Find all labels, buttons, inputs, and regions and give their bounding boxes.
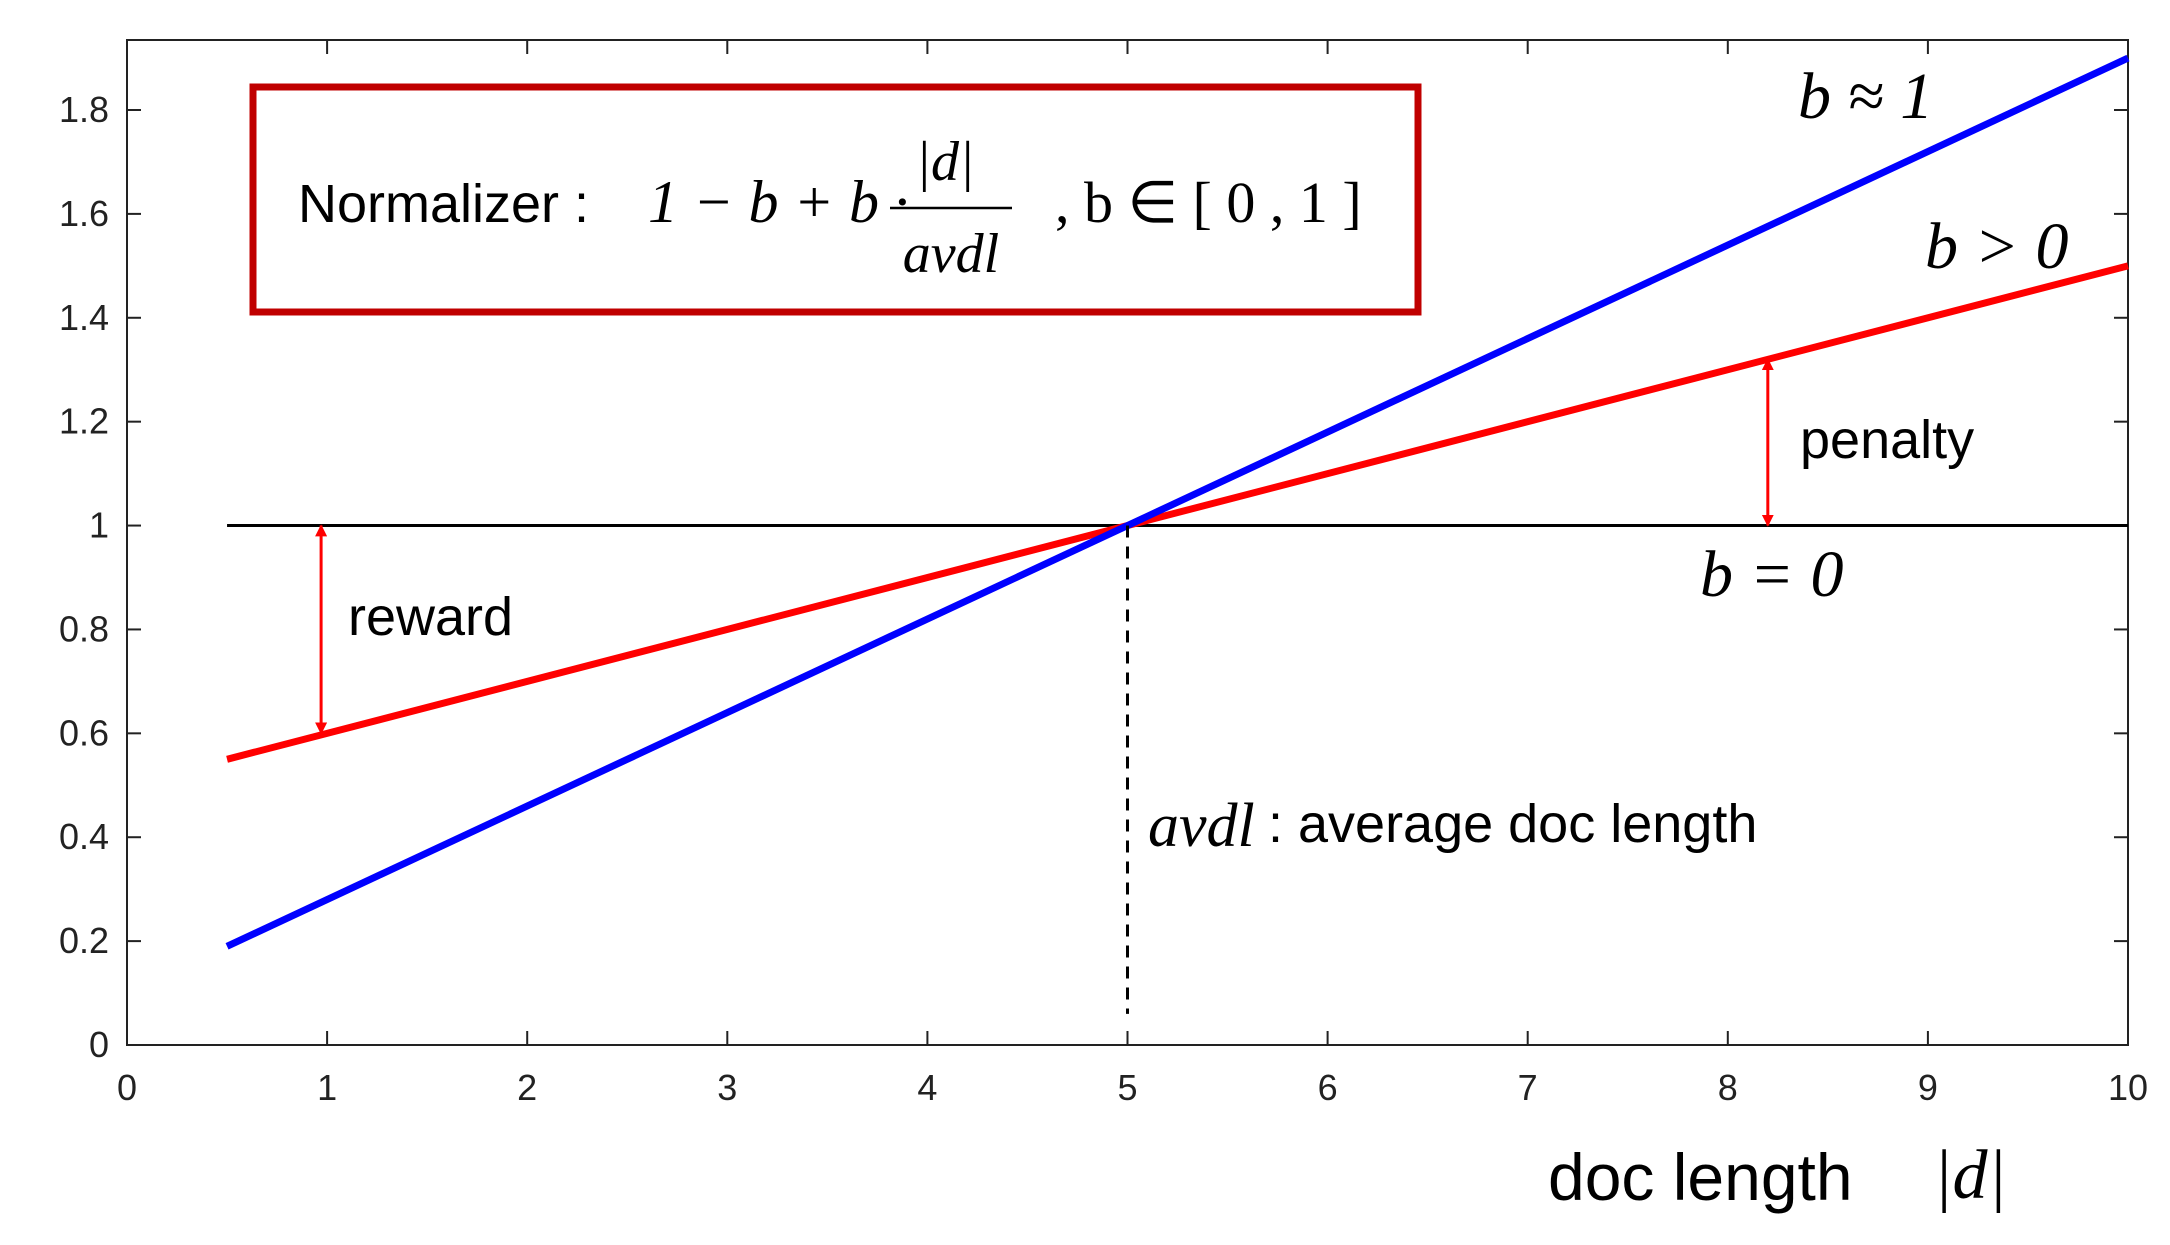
x-tick-label: 8 [1718, 1067, 1738, 1108]
label-b-approx-1: b ≈ 1 [1798, 60, 1933, 133]
formula-condition: , b ∈ [ 0 , 1 ] [1055, 170, 1362, 235]
x-tick-label: 7 [1518, 1067, 1538, 1108]
x-tick-label: 10 [2108, 1067, 2148, 1108]
label-b-eq-0: b = 0 [1700, 538, 1844, 611]
x-tick-label: 0 [117, 1067, 137, 1108]
x-tick-label: 3 [717, 1067, 737, 1108]
y-tick-label: 0.6 [59, 712, 109, 753]
series-lines [225, 54, 2130, 950]
y-tick-label: 0.2 [59, 920, 109, 961]
series-line-b-1 [225, 54, 2130, 950]
label-avdl-symbol: avdl [1148, 792, 1255, 860]
x-tick-label: 2 [517, 1067, 537, 1108]
label-penalty: penalty [1800, 410, 1974, 470]
x-axis-label: doc length [1548, 1140, 1853, 1214]
formula-numerator: |d| [916, 131, 975, 193]
y-tick-label: 1.8 [59, 89, 109, 130]
formula-prefix: Normalizer : [298, 174, 589, 234]
label-b-gt-0: b > 0 [1925, 210, 2069, 283]
x-axis-d-symbol: |d| [1933, 1137, 2007, 1214]
y-tick-label: 1 [89, 505, 109, 546]
x-tick-label: 1 [317, 1067, 337, 1108]
x-tick-label: 4 [917, 1067, 937, 1108]
annotations [315, 358, 1774, 1014]
formula-expr: 1 − b + b · [648, 169, 909, 235]
x-tick-label: 9 [1918, 1067, 1938, 1108]
axis-ticks: 0 1 2 3 4 5 6 7 8 9 10 0 0.2 0.4 0.6 0.8 1 1.2 1.4 1.6 1.8 [59, 40, 2148, 1108]
formula-denominator: avdl [903, 223, 999, 285]
y-tick-label: 0.4 [59, 816, 109, 857]
y-tick-label: 1.4 [59, 297, 109, 338]
y-tick-label: 1.2 [59, 401, 109, 442]
label-reward: reward [348, 587, 513, 647]
label-avdl-text: : average doc length [1268, 794, 1757, 854]
y-tick-label: 0 [89, 1024, 109, 1065]
x-tick-label: 5 [1117, 1067, 1137, 1108]
formula-box [249, 83, 1422, 316]
y-tick-label: 1.6 [59, 193, 109, 234]
y-tick-label: 0.8 [59, 608, 109, 649]
series-line-b-0 [226, 262, 2129, 763]
x-tick-label: 6 [1318, 1067, 1338, 1108]
